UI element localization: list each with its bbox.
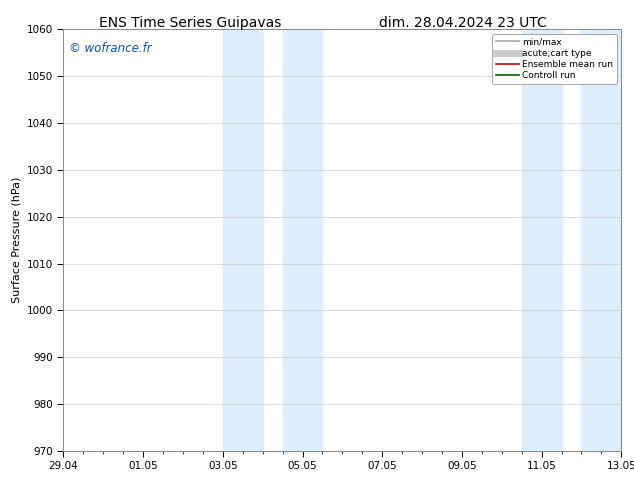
- Legend: min/max, acute;cart type, Ensemble mean run, Controll run: min/max, acute;cart type, Ensemble mean …: [493, 34, 617, 84]
- Bar: [581, 29, 621, 451]
- Y-axis label: Surface Pressure (hPa): Surface Pressure (hPa): [11, 177, 21, 303]
- Text: dim. 28.04.2024 23 UTC: dim. 28.04.2024 23 UTC: [379, 16, 547, 30]
- Text: © wofrance.fr: © wofrance.fr: [69, 42, 152, 55]
- Text: ENS Time Series Guipavas: ENS Time Series Guipavas: [99, 16, 281, 30]
- Bar: [283, 29, 323, 451]
- Bar: [522, 29, 562, 451]
- Bar: [223, 29, 262, 451]
